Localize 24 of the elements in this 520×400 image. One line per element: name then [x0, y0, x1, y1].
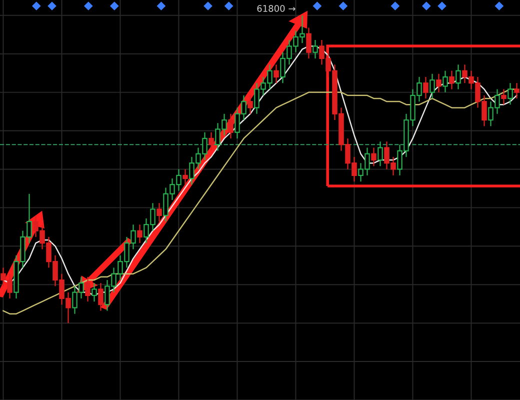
candlestick	[378, 140, 383, 167]
candlestick	[306, 27, 312, 60]
candlestick	[442, 70, 448, 93]
candlestick	[208, 132, 214, 152]
candlestick	[436, 73, 442, 93]
candlestick	[312, 39, 318, 60]
candlestick	[449, 70, 454, 90]
candlestick	[228, 113, 234, 140]
candlestick	[508, 82, 513, 106]
candlestick	[92, 282, 97, 302]
candlestick	[85, 276, 90, 302]
candlestick	[248, 94, 253, 114]
candlestick	[456, 64, 461, 90]
candlestick	[501, 88, 506, 106]
candlestick	[430, 73, 435, 100]
candlestick	[274, 64, 279, 84]
candlestick	[137, 224, 142, 244]
candlestick	[423, 76, 428, 100]
text: 61800 →	[257, 5, 296, 12]
candlestick	[371, 147, 376, 167]
candlestick	[514, 82, 520, 100]
candlestick	[182, 168, 188, 186]
candlestick	[98, 282, 104, 312]
candlestick	[156, 202, 162, 222]
